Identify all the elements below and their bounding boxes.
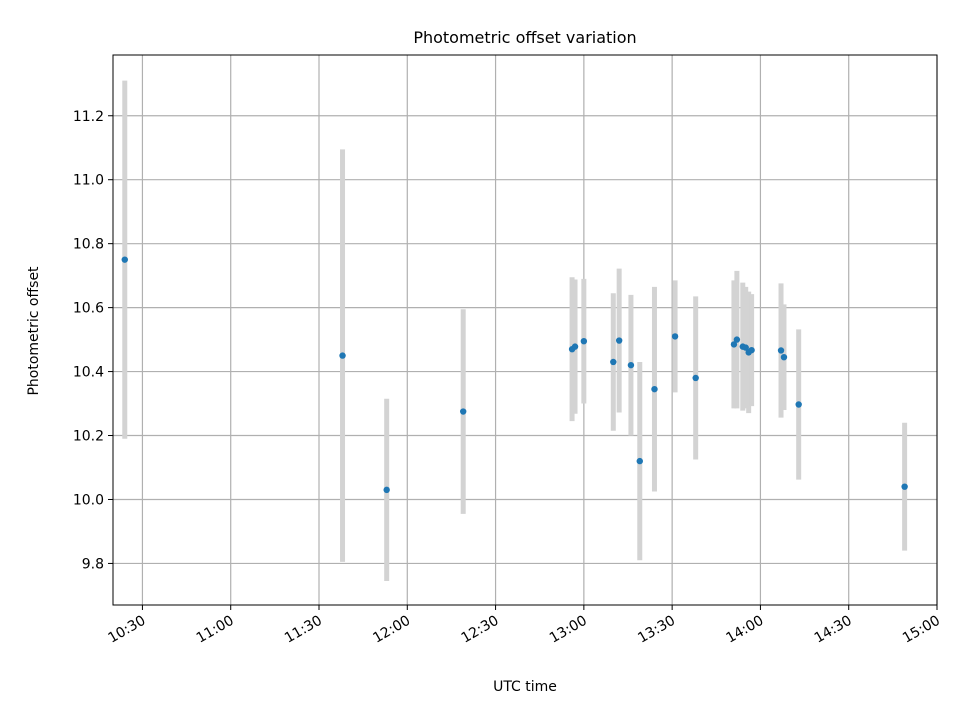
data-point xyxy=(383,486,390,494)
data-point xyxy=(610,358,617,366)
y-tick-label: 9.8 xyxy=(82,556,104,572)
y-tick-label: 11.2 xyxy=(73,109,104,125)
data-point xyxy=(627,361,635,369)
data-point xyxy=(901,483,908,490)
data-point xyxy=(636,457,643,465)
data-point xyxy=(795,401,802,408)
data-point xyxy=(671,333,679,340)
x-axis-label: UTC time xyxy=(493,679,557,695)
data-point xyxy=(460,408,467,415)
data-point xyxy=(121,256,128,263)
y-axis-ticks: 9.8 10.0 10.2 10.4 10.6 10.8 11.0 11.2 xyxy=(73,109,113,572)
data-point xyxy=(748,346,755,354)
data-point xyxy=(730,341,738,348)
data-point xyxy=(571,343,579,350)
data-point xyxy=(580,337,588,345)
data-point xyxy=(339,352,346,359)
data-point xyxy=(692,374,699,382)
data-point xyxy=(615,337,623,344)
y-tick-label: 10.0 xyxy=(73,492,104,508)
data-point xyxy=(733,336,741,343)
data-point xyxy=(742,344,749,351)
y-tick-label: 10.8 xyxy=(73,237,104,253)
data-point xyxy=(651,385,658,393)
chart-title: Photometric offset variation xyxy=(413,28,636,47)
data-point xyxy=(780,353,788,361)
y-tick-label: 10.6 xyxy=(73,301,104,317)
plot-frame xyxy=(112,54,938,606)
data-point xyxy=(777,347,785,354)
y-tick-label: 10.2 xyxy=(73,429,104,445)
y-tick-label: 11.0 xyxy=(73,173,104,189)
y-tick-label: 10.4 xyxy=(73,365,104,381)
y-axis-label: Photometric offset xyxy=(26,266,42,396)
data-points xyxy=(121,256,908,494)
